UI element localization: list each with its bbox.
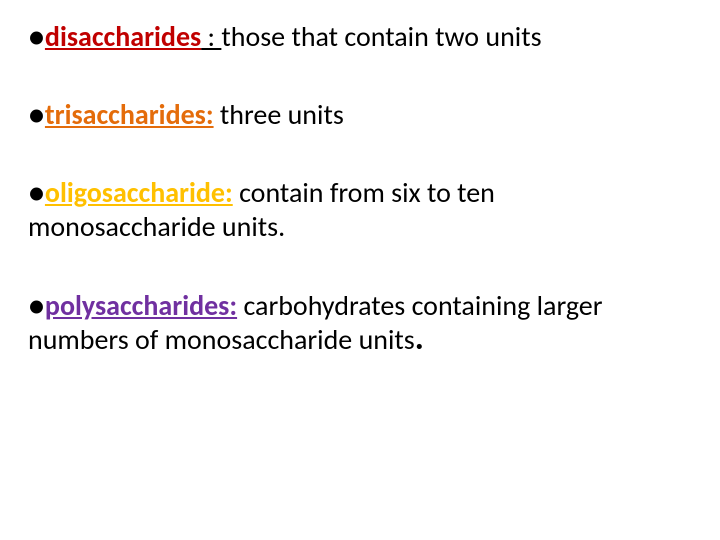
list-item: ●trisaccharides: three units <box>28 98 682 132</box>
bullet-icon: ● <box>28 97 45 132</box>
bullet-icon: ● <box>28 175 45 210</box>
term-disaccharides: disaccharides <box>45 19 201 54</box>
bullet-icon: ● <box>28 19 45 54</box>
slide: ●disaccharides : those that contain two … <box>0 0 720 540</box>
bullet-icon: ● <box>28 288 45 323</box>
list-item: ●disaccharides : those that contain two … <box>28 20 682 54</box>
term-polysaccharides: polysaccharides: <box>45 288 237 323</box>
term-oligosaccharide: oligosaccharide: <box>45 175 233 210</box>
definition-text: three units <box>220 97 344 132</box>
trailing-period: . <box>415 318 424 359</box>
term-trisaccharides: trisaccharides: <box>45 97 214 132</box>
list-item: ●polysaccharides: carbohydrates containi… <box>28 289 682 357</box>
definition-text: those that contain two units <box>221 19 541 54</box>
separator: : <box>201 19 221 54</box>
list-item: ●oligosaccharide: contain from six to te… <box>28 176 682 244</box>
